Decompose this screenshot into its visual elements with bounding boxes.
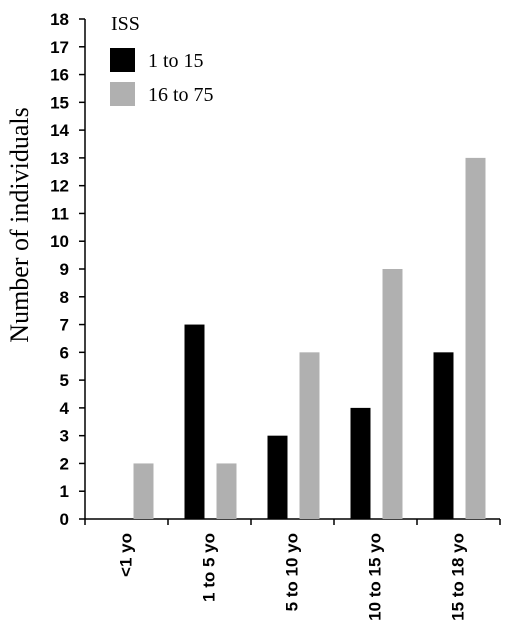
legend-swatch-1-to-15 xyxy=(110,48,135,72)
y-tick-label: 12 xyxy=(50,177,69,196)
legend: ISS 1 to 15 16 to 75 xyxy=(110,13,214,106)
y-tick-label: 0 xyxy=(60,510,69,529)
legend-label-16-to-75: 16 to 75 xyxy=(148,84,214,106)
x-tick-label-10-to-15-yo: 10 to 15 yo xyxy=(366,533,385,621)
x-tick-label-5-to-10-yo: 5 to 10 yo xyxy=(283,533,302,611)
bar-16-to-75-1-yo xyxy=(133,463,154,519)
legend-swatch-16-to-75 xyxy=(110,82,135,106)
y-tick-label: 16 xyxy=(50,66,69,85)
y-tick-label: 13 xyxy=(50,149,69,168)
bar-1-to-15-5-to-10-yo xyxy=(267,435,288,519)
bar-16-to-75-5-to-10-yo xyxy=(299,352,320,519)
y-tick-label: 17 xyxy=(50,38,69,57)
y-tick-label: 14 xyxy=(50,121,69,140)
x-tick-label-15-to-18-yo: 15 to 18 yo xyxy=(449,533,468,621)
x-tick-label-1-yo: <1 yo xyxy=(117,533,136,577)
y-tick-label: 4 xyxy=(60,399,70,418)
bar-1-to-15-10-to-15-yo xyxy=(350,407,371,519)
y-tick-label: 18 xyxy=(50,10,69,29)
y-tick-label: 6 xyxy=(60,343,69,362)
y-tick-label: 8 xyxy=(60,288,69,307)
y-axis-label: Number of individuals xyxy=(5,107,34,342)
bars xyxy=(133,157,486,519)
y-tick-label: 7 xyxy=(60,316,69,335)
y-tick-label: 10 xyxy=(50,232,69,251)
x-tick-label-1-to-5-yo: 1 to 5 yo xyxy=(200,533,219,602)
bar-16-to-75-1-to-5-yo xyxy=(216,463,237,519)
bar-16-to-75-10-to-15-yo xyxy=(382,269,403,519)
y-tick-label: 2 xyxy=(60,454,69,473)
y-tick-label: 11 xyxy=(51,204,69,223)
y-tick-label: 3 xyxy=(60,427,69,446)
bar-1-to-15-1-to-5-yo xyxy=(184,324,205,519)
y-tick-label: 5 xyxy=(60,371,69,390)
legend-title: ISS xyxy=(111,13,140,35)
y-tick-label: 1 xyxy=(60,482,69,501)
y-tick-label: 15 xyxy=(50,93,69,112)
y-tick-label: 9 xyxy=(60,260,69,279)
bar-1-to-15-15-to-18-yo xyxy=(433,352,454,519)
bar-16-to-75-15-to-18-yo xyxy=(465,157,486,519)
legend-label-1-to-15: 1 to 15 xyxy=(148,50,204,72)
x-ticks: <1 yo 1 to 5 yo 5 to 10 yo 10 to 15 yo 15 to… xyxy=(84,519,501,621)
